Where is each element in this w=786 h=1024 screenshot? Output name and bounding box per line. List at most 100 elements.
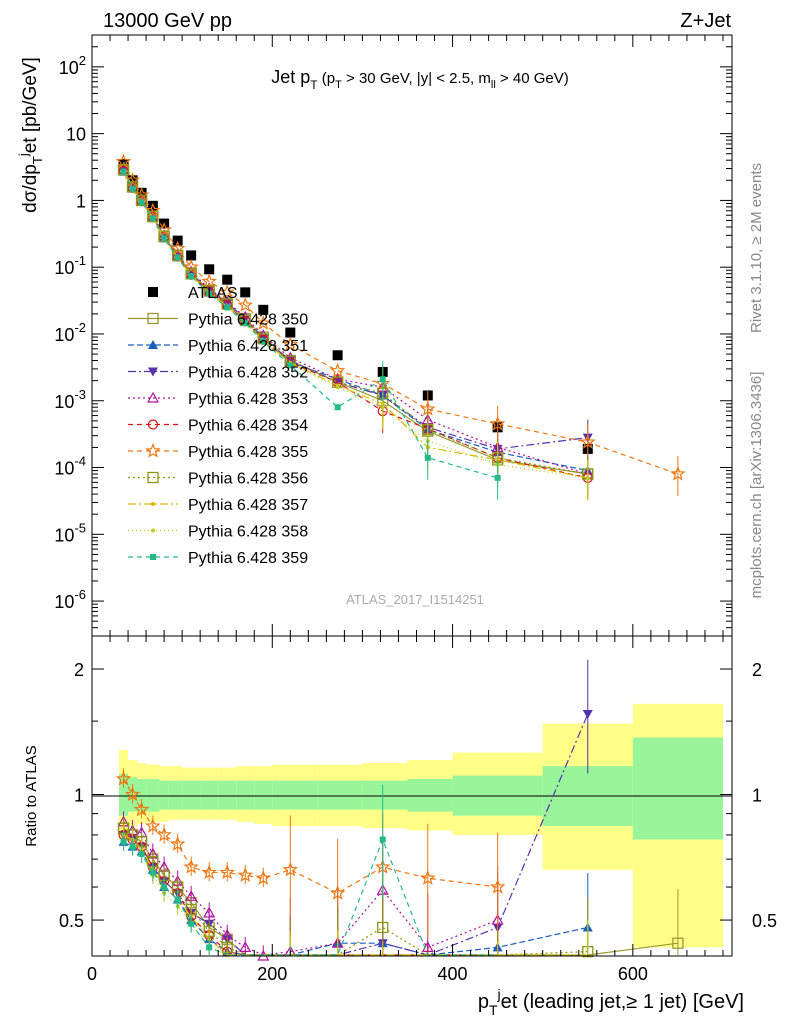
mc-point [494,474,501,481]
mc-point [183,259,199,274]
y-tick-label: 10-3 [54,387,86,412]
mc-point [147,211,159,223]
ratio-point [672,937,684,949]
series-line [123,169,588,475]
ratio-line [123,821,498,956]
ratio-panel: 0 200 400 600 0.5 0.5 1 1 2 2 [59,635,777,984]
y-tick-label: 102 [59,53,86,78]
ratio-point [115,770,132,786]
data-point [222,274,233,285]
mc-point [260,338,267,345]
plot-title-cut-a: (p [322,70,335,87]
x-tick-label: 600 [618,964,648,984]
mc-point [156,221,172,237]
mc-point [138,199,145,206]
ratio-series-353 [117,811,504,961]
mc-point [120,168,127,175]
data-point [332,350,343,361]
legend-marker [151,502,155,506]
mc-point [329,362,346,378]
series-line [123,168,588,475]
legend-marker [147,312,159,325]
ratio-point [219,864,235,880]
stat-uncertainty-band [146,778,160,812]
ratio-point [255,870,271,885]
ratio-point [129,843,136,850]
ratio-ticks: 0 200 400 600 0.5 0.5 1 1 2 2 [59,636,777,984]
x-axis-label: pTjet (leading jet,≥ 1 jet) [GeV] [478,986,744,1018]
ratio-line [123,827,588,956]
ratio-y-label: Ratio to ATLAS [23,745,40,846]
ratio-y-tick-label: 1 [74,786,84,806]
main-y-ticks: 10-6 10-5 10-4 10-3 10-2 10-1 1 10 102 [54,34,732,637]
ratio-point [237,867,253,882]
legend-label: Pythia 6.428 358 [188,524,308,541]
legend-label: Pythia 6.428 350 [188,312,308,329]
ratio-line [123,834,498,956]
mc-point [133,186,150,202]
ratio-point [138,851,145,858]
legend-label: Pythia 6.428 354 [188,418,308,435]
stat-uncertainty-band [272,780,318,810]
ratio-uncertainty-bands [119,703,723,948]
main-plot-frame [91,34,733,637]
mc-point [237,297,253,312]
mc-point [224,304,231,311]
mc-point [188,273,195,280]
header-right: Z+Jet [680,10,731,32]
mc-point [174,254,181,261]
ratio-y-tick-label: 2 [74,660,84,680]
mc-point [219,284,235,299]
mc-point [379,376,386,383]
data-point [285,327,296,338]
stat-uncertainty-band [407,778,453,812]
stat-uncertainty-band [362,780,408,810]
mc-point [670,465,686,481]
mc-point [287,362,294,369]
ratio-point [201,864,218,880]
y-tick-label: 10 [66,125,86,145]
x-tick-label: 0 [87,964,97,984]
ratio-plot-frame [91,635,733,957]
ratio-series-356 [117,817,594,958]
legend-marker [148,287,158,297]
y-tick-label: 10-5 [54,520,86,545]
ratio-point [420,870,436,885]
ratio-point [161,884,168,891]
y-tick-label: 10-1 [54,253,86,278]
stat-uncertainty-band [168,780,183,810]
legend-label: Pythia 6.428 352 [188,365,308,382]
plot-title-main: Jet p [271,67,310,87]
ratio-point [120,838,127,845]
ratio-point [188,920,195,927]
ratio-point [169,836,186,851]
legend-marker [150,554,156,560]
mc-point [206,290,213,297]
legend-marker [145,442,161,458]
stat-uncertainty-band [182,780,201,810]
legend-marker [147,471,159,484]
ratio-point [239,941,252,952]
mc-point [255,315,271,330]
ratio-point [379,836,386,843]
data-point [240,287,251,298]
y-tick-label: 10-2 [54,320,86,345]
stat-uncertainty-band [236,780,255,810]
y-tick-label: 10-6 [54,587,86,612]
plot-title-cut-c: > 40 GeV) [496,70,569,87]
ratio-point [145,817,161,833]
stat-uncertainty-band [632,737,723,840]
plot-title-cut-a-sub: T [335,79,342,91]
mc-point [149,215,156,222]
header-left: 13000 GeV pp [103,10,232,32]
plot-title-main-sub: T [310,78,318,92]
ratio-point [203,906,216,918]
mc-point [124,172,141,187]
ratio-point [282,861,299,877]
mc-point [169,240,186,256]
data-point [258,304,269,315]
legend-marker [146,391,160,403]
legend-marker [147,419,159,430]
legend-marker [148,367,158,377]
